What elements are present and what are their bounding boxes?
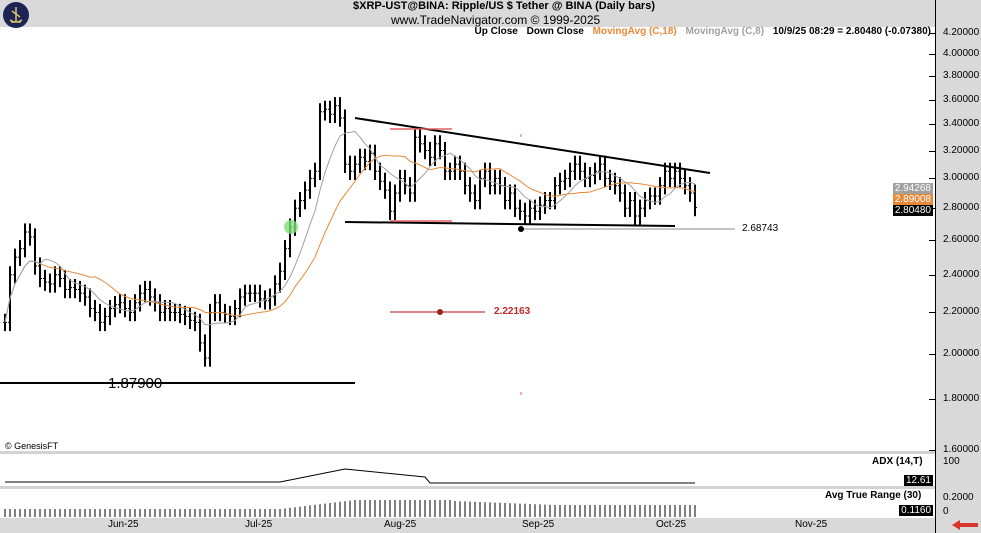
scroll-right-arrow-icon[interactable]: [952, 520, 978, 530]
price-tick-mark: [929, 450, 936, 452]
adx-axis-max: 100: [943, 456, 960, 467]
atr-label: Avg True Range (30): [825, 490, 922, 501]
price-tick-mark: [929, 76, 936, 78]
price-tick-label: 3.20000: [943, 144, 980, 156]
chart-header: [0, 0, 940, 27]
legend-quote: 10/9/25 08:29 = 2.80480 (-0.07380): [772, 26, 931, 37]
ma8-line: [4, 130, 696, 326]
price-tick-label: 2.00000: [943, 347, 980, 359]
atr-axis-min: 0: [943, 506, 949, 517]
price-tick-label: 2.20000: [943, 306, 980, 318]
price-tick-mark: [929, 124, 936, 126]
time-axis: [0, 518, 935, 533]
ma8-tag: 2.94268: [892, 183, 933, 194]
price-tick-mark: [929, 33, 936, 34]
trade-navigator-logo: [3, 2, 29, 28]
price-tick-mark: [929, 399, 936, 401]
price-tick-mark: [929, 178, 936, 180]
target-label: 2.22163: [494, 306, 531, 317]
support-trendline: [344, 221, 676, 227]
x-label: Aug-25: [384, 519, 417, 530]
price-tick-label: 3.80000: [943, 70, 980, 82]
price-axis[interactable]: [935, 0, 981, 533]
price-tick-mark: [929, 240, 936, 242]
price-tick-label: 3.40000: [943, 118, 980, 130]
price-tick-label: 4.20000: [943, 27, 980, 38]
chart-title: $XRP-UST@BINA: Ripple/US $ Tether @ BINA…: [353, 0, 655, 12]
last-price-tag: 2.80480: [892, 205, 933, 216]
price-tick-label: 2.80000: [943, 202, 980, 214]
target-point: [437, 309, 443, 315]
copyright: © GenesisFT: [5, 441, 59, 451]
support-label: 2.68743: [742, 223, 779, 234]
atr-axis-tick: 0.2000: [943, 492, 974, 503]
price-tick-mark: [929, 150, 936, 152]
resistance-trendline: [354, 117, 711, 174]
legend-down-close[interactable]: Down Close: [526, 26, 584, 37]
ma18-line: [4, 154, 696, 323]
x-label: Sep-25: [522, 519, 555, 530]
x-label: Oct-25: [656, 519, 687, 530]
price-tick-mark: [929, 54, 936, 56]
signal-highlight: [284, 220, 298, 234]
legend: Up Close Down Close MovingAvg (C,18) Mov…: [469, 26, 931, 37]
legend-up-close[interactable]: Up Close: [474, 26, 518, 37]
price-tick-mark: [929, 353, 936, 355]
low-label: 1.87900: [108, 375, 163, 392]
adx-label: ADX (14,T): [872, 456, 923, 467]
x-label: Jul-25: [245, 519, 273, 530]
price-tick-mark: [929, 312, 936, 314]
x-label: Jun-25: [108, 519, 139, 530]
support-point: [518, 226, 524, 232]
price-tick-label: 2.40000: [943, 268, 980, 280]
price-tick-label: 4.00000: [943, 48, 980, 60]
price-tick-label: 3.60000: [943, 93, 980, 105]
price-tick-label: 2.60000: [943, 234, 980, 246]
x-label: Nov-25: [795, 519, 828, 530]
site-credit: www.TradeNavigator.com © 1999-2025: [391, 13, 601, 27]
panel-divider: [0, 451, 935, 454]
legend-ma8[interactable]: MovingAvg (C,8): [685, 26, 765, 37]
price-tick-label: 1.80000: [943, 393, 980, 405]
adx-value-tag: 12.61: [903, 475, 933, 486]
ma18-tag: 2.89008: [892, 194, 933, 205]
price-tick-mark: [929, 99, 936, 101]
atr-value-tag: 0.1160: [899, 505, 933, 516]
price-tick-label: 3.00000: [943, 172, 980, 184]
legend-ma18[interactable]: MovingAvg (C,18): [592, 26, 677, 37]
adx-line: [5, 468, 695, 484]
panel-divider: [0, 486, 935, 489]
price-tick-label: 1.60000: [943, 444, 980, 456]
price-chart[interactable]: [0, 0, 935, 518]
price-tick-mark: [929, 274, 936, 276]
